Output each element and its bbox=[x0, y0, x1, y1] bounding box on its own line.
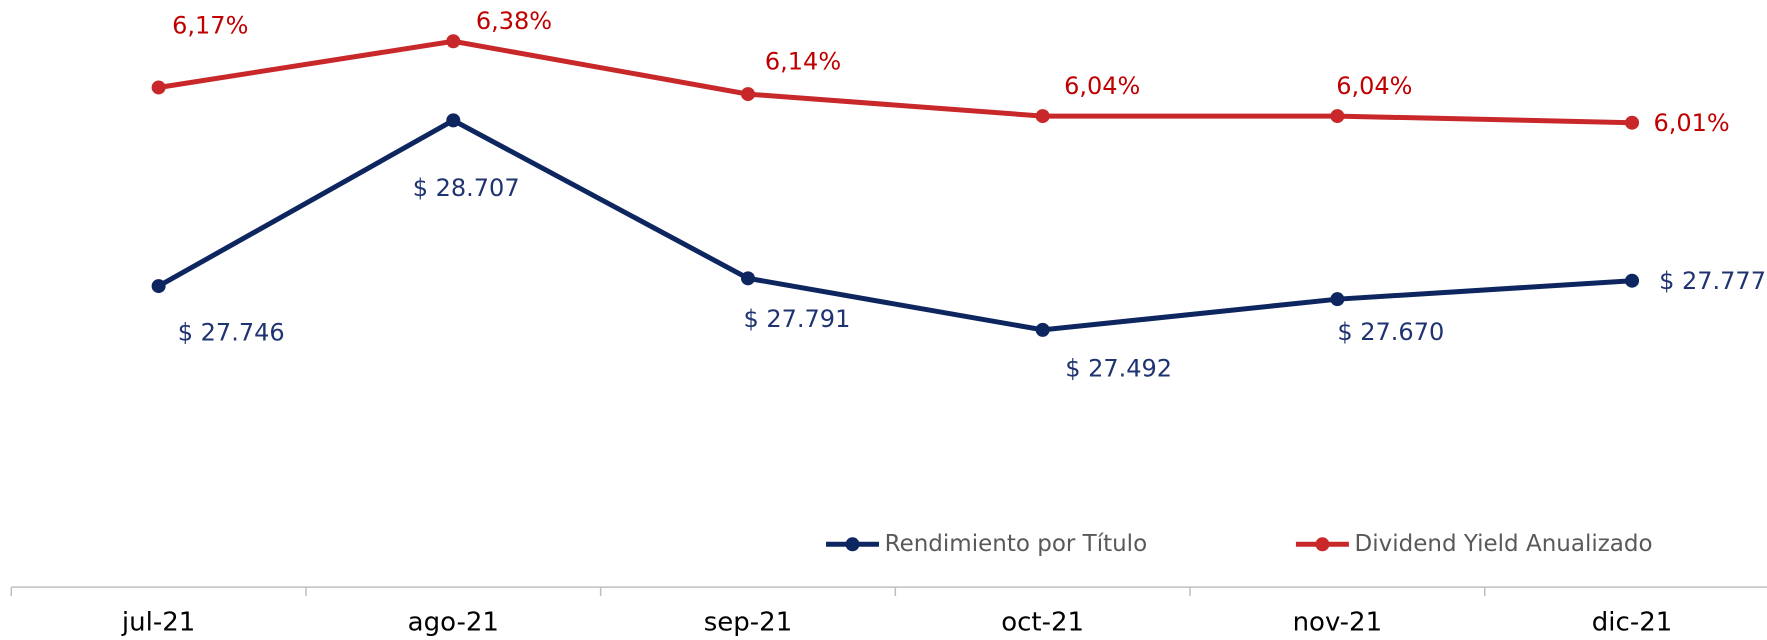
marker bbox=[1035, 322, 1050, 337]
data-label: $ 27.746 bbox=[178, 318, 285, 346]
data-label: $ 27.492 bbox=[1065, 354, 1172, 382]
legend-marker bbox=[845, 537, 860, 552]
data-label: $ 27.777 bbox=[1659, 267, 1766, 295]
data-label: 6,17% bbox=[172, 12, 248, 40]
series-line bbox=[158, 38, 1633, 126]
marker bbox=[1625, 115, 1640, 130]
series-line bbox=[157, 117, 1633, 333]
data-label: $ 27.670 bbox=[1337, 318, 1444, 346]
x-tick-label: dic-21 bbox=[1592, 608, 1673, 638]
data-label: 6,38% bbox=[476, 7, 552, 35]
marker bbox=[446, 113, 461, 128]
data-label: 6,04% bbox=[1336, 72, 1412, 100]
marker bbox=[740, 87, 755, 102]
x-tick-label: ago-21 bbox=[408, 608, 499, 638]
x-tick-label: sep-21 bbox=[704, 608, 793, 638]
legend-marker bbox=[1315, 537, 1330, 552]
data-label: 6,14% bbox=[765, 48, 841, 76]
marker bbox=[151, 80, 166, 95]
marker bbox=[1035, 109, 1050, 124]
data-label: $ 27.791 bbox=[743, 305, 850, 333]
data-label: 6,01% bbox=[1653, 109, 1729, 137]
data-label: 6,04% bbox=[1064, 72, 1140, 100]
data-label: $ 28.707 bbox=[413, 174, 520, 202]
marker bbox=[740, 271, 755, 286]
marker bbox=[1330, 292, 1345, 307]
legend-label: Rendimiento por Título bbox=[885, 531, 1148, 557]
legend-label: Dividend Yield Anualizado bbox=[1355, 531, 1653, 557]
marker bbox=[446, 34, 461, 49]
marker bbox=[1625, 273, 1640, 288]
marker bbox=[151, 279, 166, 294]
x-tick-label: nov-21 bbox=[1293, 608, 1383, 638]
marker bbox=[1330, 109, 1345, 124]
x-tick-label: jul-21 bbox=[121, 608, 195, 638]
x-tick-label: oct-21 bbox=[1001, 608, 1084, 638]
